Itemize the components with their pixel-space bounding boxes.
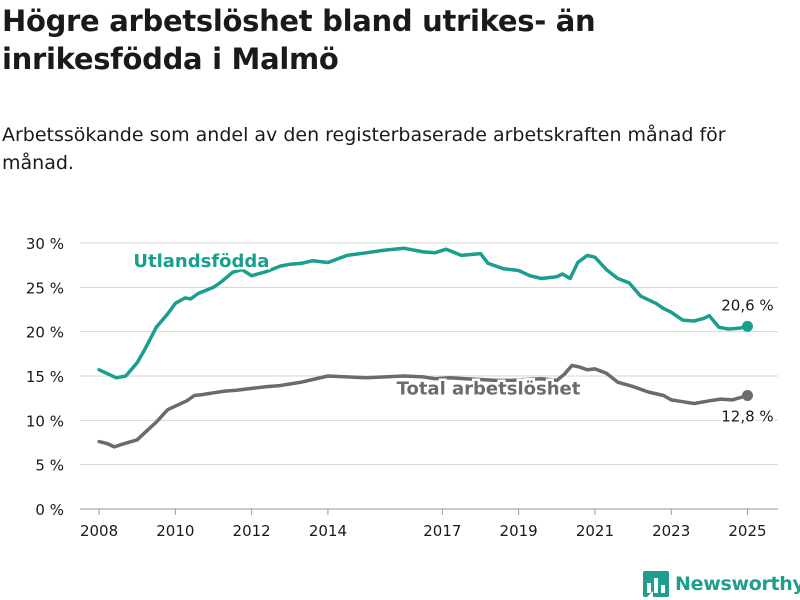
end-point-utlandsfodda [741, 320, 753, 332]
x-tick-label: 2010 [156, 522, 194, 540]
x-tick-label: 2014 [309, 522, 347, 540]
x-tick-label: 2021 [576, 522, 614, 540]
bar-chart-logo-icon [643, 571, 669, 597]
y-tick-label: 10 % [26, 412, 64, 430]
series-label-total: Total arbetslöshet [397, 379, 581, 400]
series-labels: Utlandsfödda Total arbetslöshet 20,6 % 12,8… [131, 248, 776, 427]
grid-lines [80, 242, 778, 510]
y-tick-label: 0 % [35, 501, 64, 519]
series-lines [97, 246, 753, 449]
chart-subtitle: Arbetssökande som andel av den registerb… [2, 124, 726, 174]
x-tick-label: 2012 [233, 522, 271, 540]
logo-text: Newsworthy [675, 573, 800, 595]
x-tick-label: 2025 [728, 522, 766, 540]
series-label-utlandsfodda: Utlandsfödda [133, 251, 269, 272]
newsworthy-logo: Newsworthy [643, 569, 800, 599]
end-label-utlandsfodda: 20,6 % [721, 296, 773, 314]
y-axis: 0 % 5 % 10 % 15 % 20 % 25 % 30 % [26, 235, 64, 519]
x-tick-label: 2023 [652, 522, 690, 540]
y-tick-label: 30 % [26, 235, 64, 253]
y-tick-label: 25 % [26, 279, 64, 297]
end-label-total: 12,8 % [721, 408, 773, 426]
series-line-total [97, 363, 750, 449]
x-tick-label: 2017 [423, 522, 461, 540]
end-point-total [741, 390, 753, 402]
series-line-utlandsfodda [97, 246, 750, 380]
y-tick-label: 15 % [26, 368, 64, 386]
y-tick-label: 5 % [35, 457, 64, 475]
x-tick-label: 2008 [80, 522, 118, 540]
y-tick-label: 20 % [26, 324, 64, 342]
x-axis: 2008 2010 2012 2014 2017 2019 2021 2023 2025 [80, 509, 767, 540]
x-tick-label: 2019 [500, 522, 538, 540]
page-title: Högre arbetslöshet bland utrikes- än inr… [2, 4, 596, 76]
